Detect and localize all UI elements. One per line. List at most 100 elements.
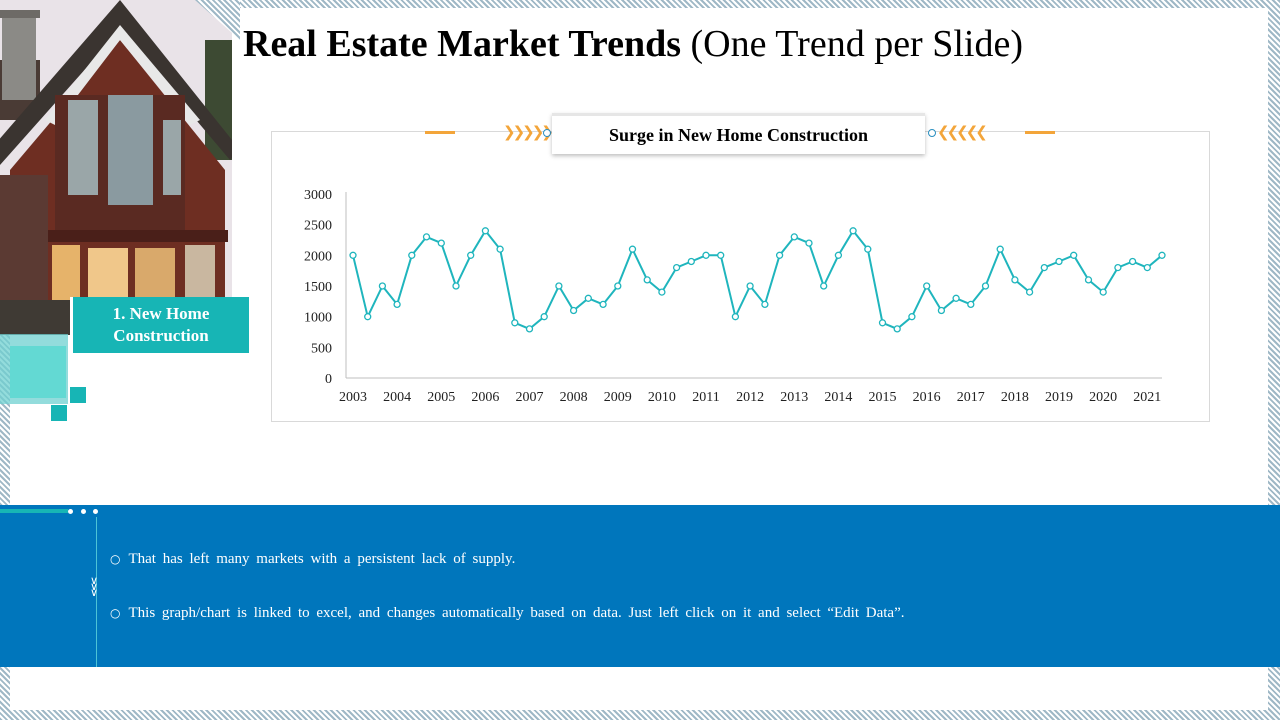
x-tick-label: 2020 [1089,390,1117,405]
white-dot-3 [93,509,98,514]
series-line [352,229,1163,330]
data-point [717,251,725,259]
title-rest: (One Trend per Slide) [690,23,1023,65]
data-point [422,233,431,241]
deco-square-inner [10,346,66,398]
data-point [1114,263,1122,272]
data-point [996,245,1004,253]
data-point [393,300,401,309]
data-point [1011,276,1019,284]
deco-dash-right [1025,131,1055,134]
data-point [967,300,975,309]
data-point [1143,263,1151,272]
x-tick-label: 2009 [604,390,632,405]
bullet-text-2: This graph/chart is linked to excel, and… [128,605,905,621]
teal-accent-bar [0,509,68,513]
circle-dot-right-icon [928,129,936,137]
data-point [908,313,916,321]
circle-dot-left-icon [543,129,551,137]
data-point [364,313,372,321]
y-tick-label: 1500 [304,280,332,295]
x-tick-label: 2021 [1133,390,1161,405]
x-tick-label: 2006 [471,390,499,405]
data-point [1055,257,1063,266]
data-point [1099,288,1107,296]
y-tick-label: 0 [325,372,332,387]
data-point [1084,276,1093,284]
bullet-item-2: ○ This graph/chart is linked to excel, an… [110,605,905,622]
data-point [658,288,666,296]
chevrons-left-icon: ❮❮❮❮❮ [937,123,988,141]
y-tick-label: 1000 [304,311,332,326]
data-point [702,251,710,259]
info-band [0,505,1280,667]
x-tick-label: 2011 [692,390,719,405]
data-point [569,306,578,315]
data-point [761,300,769,309]
house-illustration [0,0,232,335]
data-point [672,263,681,272]
data-point [599,300,607,309]
slide-title: Real Estate Market Trends (One Trend per… [243,22,1023,66]
double-chevron-down-icon: ∨ ∨ ∨ [90,574,99,599]
data-point [981,282,990,290]
bullet-circle-icon: ○ [110,552,121,566]
data-point [1128,257,1137,266]
band-divider-line [96,517,97,667]
section-label: 1. New Home Construction [70,297,249,353]
data-point [643,276,651,284]
x-tick-label: 2007 [516,390,544,405]
x-tick-label: 2017 [957,390,985,405]
data-point [349,251,357,259]
data-point [878,319,887,327]
x-tick-label: 2003 [339,390,367,405]
white-dot-1 [68,509,73,514]
data-point [378,282,387,290]
x-tick-label: 2010 [648,390,676,405]
data-point [408,251,416,259]
x-tick-label: 2018 [1001,390,1029,405]
chart-container[interactable]: 0 500 1000 1500 2000 2500 3000 2003 2004 2005 2006… [271,131,1210,422]
deco-square-small-2 [51,405,67,421]
data-point [952,294,960,302]
data-point [452,282,460,290]
x-tick-label: 2005 [427,390,455,405]
title-bold: Real Estate Market Trends [243,23,682,65]
data-point [614,282,622,290]
section-label-line2: Construction [113,326,209,345]
data-point [437,239,445,247]
y-tick-label: 2500 [304,219,332,234]
data-point [775,251,784,259]
data-point [849,227,857,235]
x-tick-label: 2015 [869,390,897,405]
data-point [584,294,592,302]
bullet-item-1: ○ That has left many markets with a persi… [110,551,515,568]
data-point [525,325,534,333]
data-point [687,257,695,266]
data-point [820,282,828,290]
bullet-circle-icon: ○ [110,606,121,620]
x-tick-label: 2004 [383,390,411,405]
chart-title: Surge in New Home Construction [552,113,925,154]
x-tick-label: 2019 [1045,390,1073,405]
x-tick-label: 2013 [780,390,808,405]
x-tick-label: 2008 [560,390,588,405]
section-label-line1: 1. New Home [112,304,210,323]
data-point [893,325,901,333]
data-point [790,233,798,241]
line-chart: 0 500 1000 1500 2000 2500 3000 2003 2004 2005 2006… [304,188,1166,405]
data-point [628,245,637,253]
data-point [937,306,946,315]
x-tick-label: 2012 [736,390,764,405]
data-point [555,282,563,290]
house-photo [0,0,232,335]
chevrons-right-icon: ❯❯❯❯❯ [503,123,554,141]
data-point [1040,263,1048,272]
data-point [731,313,740,321]
data-point [923,282,931,290]
deco-square-small-1 [70,387,86,403]
data-point [805,239,813,247]
bullet-text-1: That has left many markets with a persis… [128,551,516,567]
white-dot-2 [81,509,86,514]
y-tick-label: 2000 [304,249,332,264]
